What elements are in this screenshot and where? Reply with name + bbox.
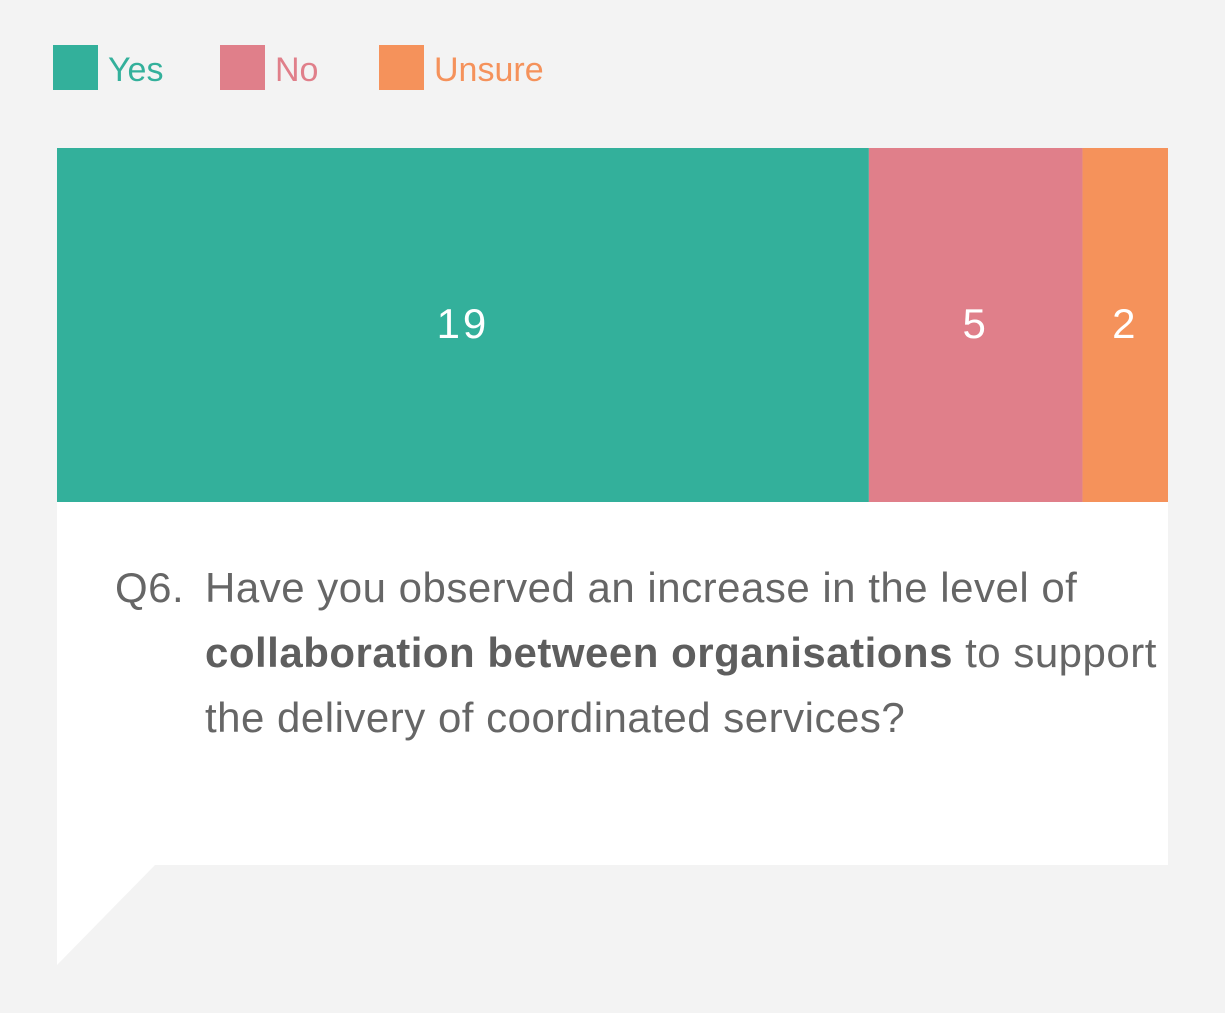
legend-label: No xyxy=(275,51,318,89)
bar-segment xyxy=(57,148,869,502)
question: Q6. Have you observed an increase in the … xyxy=(115,555,1165,750)
legend-label: Unsure xyxy=(434,51,544,89)
legend-swatch xyxy=(379,45,424,90)
bar-segment xyxy=(1082,148,1168,502)
bar-segment xyxy=(868,148,1083,502)
legend-swatch xyxy=(220,45,265,90)
data-label: 19 xyxy=(437,300,490,347)
question-text: to support the delivery of coordinated s… xyxy=(205,629,1157,741)
question-number: Q6. xyxy=(115,564,185,611)
question-text: Have you observed an increase in the lev… xyxy=(205,564,1078,611)
data-label: 5 xyxy=(963,300,989,347)
question-emphasis: collaboration between organisations xyxy=(205,629,953,676)
speech-box xyxy=(57,502,1168,965)
legend-label: Yes xyxy=(108,51,163,89)
legend-swatch xyxy=(53,45,98,90)
data-label: 2 xyxy=(1112,300,1138,347)
